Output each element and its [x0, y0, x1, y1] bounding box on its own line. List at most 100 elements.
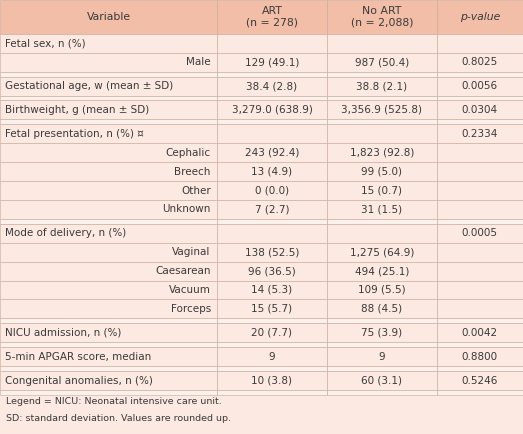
Bar: [217, 143, 327, 162]
Bar: [217, 243, 327, 262]
Text: Male: Male: [186, 57, 211, 67]
Bar: [217, 371, 327, 390]
Bar: [0, 0, 217, 34]
Bar: [327, 224, 437, 243]
Text: 0.0042: 0.0042: [462, 328, 498, 338]
Text: Mode of delivery, n (%): Mode of delivery, n (%): [5, 228, 127, 238]
Text: 88 (4.5): 88 (4.5): [361, 304, 402, 314]
Text: Congenital anomalies, n (%): Congenital anomalies, n (%): [5, 375, 153, 385]
Text: 0.5246: 0.5246: [462, 375, 498, 385]
Text: Vaginal: Vaginal: [173, 247, 211, 257]
Bar: [327, 366, 437, 371]
Bar: [217, 34, 327, 53]
Bar: [437, 224, 523, 243]
Text: 109 (5.5): 109 (5.5): [358, 285, 406, 295]
Bar: [0, 347, 217, 366]
Bar: [437, 53, 523, 72]
Bar: [217, 319, 327, 323]
Bar: [437, 390, 523, 395]
Bar: [0, 323, 217, 342]
Bar: [0, 95, 217, 101]
Text: 1,823 (92.8): 1,823 (92.8): [349, 148, 414, 158]
Text: 0 (0.0): 0 (0.0): [255, 185, 289, 195]
Bar: [0, 181, 217, 200]
Text: Caesarean: Caesarean: [155, 266, 211, 276]
Text: p-value: p-value: [460, 12, 500, 22]
Text: 243 (92.4): 243 (92.4): [245, 148, 299, 158]
Text: 15 (0.7): 15 (0.7): [361, 185, 402, 195]
Bar: [217, 347, 327, 366]
Bar: [217, 280, 327, 299]
Text: Fetal sex, n (%): Fetal sex, n (%): [5, 38, 86, 48]
Bar: [327, 95, 437, 101]
Text: 0.2334: 0.2334: [462, 129, 498, 139]
Text: Gestational age, w (mean ± SD): Gestational age, w (mean ± SD): [5, 81, 174, 91]
Bar: [437, 101, 523, 119]
Bar: [437, 76, 523, 95]
Text: 99 (5.0): 99 (5.0): [361, 167, 402, 177]
Bar: [437, 125, 523, 143]
Text: No ART
(n = 2,088): No ART (n = 2,088): [350, 6, 413, 28]
Bar: [217, 342, 327, 347]
Text: Breech: Breech: [174, 167, 211, 177]
Bar: [327, 371, 437, 390]
Bar: [437, 319, 523, 323]
Bar: [217, 0, 327, 34]
Bar: [437, 219, 523, 224]
Text: 75 (3.9): 75 (3.9): [361, 328, 402, 338]
Bar: [437, 72, 523, 76]
Bar: [0, 262, 217, 280]
Bar: [327, 319, 437, 323]
Bar: [0, 119, 217, 125]
Text: 129 (49.1): 129 (49.1): [245, 57, 299, 67]
Bar: [327, 34, 437, 53]
Text: 15 (5.7): 15 (5.7): [252, 304, 292, 314]
Bar: [327, 347, 437, 366]
Text: 9: 9: [269, 352, 275, 362]
Bar: [437, 243, 523, 262]
Text: Fetal presentation, n (%) ¤: Fetal presentation, n (%) ¤: [5, 129, 144, 139]
Bar: [217, 162, 327, 181]
Text: Cephalic: Cephalic: [166, 148, 211, 158]
Bar: [327, 143, 437, 162]
Text: 14 (5.3): 14 (5.3): [252, 285, 292, 295]
Bar: [0, 224, 217, 243]
Bar: [0, 366, 217, 371]
Text: 13 (4.9): 13 (4.9): [252, 167, 292, 177]
Bar: [437, 162, 523, 181]
Bar: [327, 76, 437, 95]
Text: 3,356.9 (525.8): 3,356.9 (525.8): [342, 105, 422, 115]
Text: 7 (2.7): 7 (2.7): [255, 204, 289, 214]
Bar: [327, 280, 437, 299]
Text: Vacuum: Vacuum: [169, 285, 211, 295]
Bar: [437, 347, 523, 366]
Bar: [217, 224, 327, 243]
Bar: [0, 219, 217, 224]
Bar: [0, 299, 217, 319]
Text: 38.8 (2.1): 38.8 (2.1): [356, 81, 407, 91]
Bar: [217, 390, 327, 395]
Bar: [327, 243, 437, 262]
Bar: [217, 53, 327, 72]
Text: 9: 9: [379, 352, 385, 362]
Text: 0.8025: 0.8025: [462, 57, 498, 67]
Bar: [0, 319, 217, 323]
Bar: [0, 34, 217, 53]
Bar: [217, 101, 327, 119]
Bar: [0, 125, 217, 143]
Bar: [327, 323, 437, 342]
Bar: [0, 162, 217, 181]
Bar: [327, 119, 437, 125]
Bar: [437, 200, 523, 219]
Bar: [327, 72, 437, 76]
Bar: [327, 390, 437, 395]
Bar: [0, 143, 217, 162]
Bar: [327, 219, 437, 224]
Bar: [217, 262, 327, 280]
Bar: [217, 125, 327, 143]
Bar: [0, 243, 217, 262]
Text: 987 (50.4): 987 (50.4): [355, 57, 409, 67]
Text: 10 (3.8): 10 (3.8): [252, 375, 292, 385]
Bar: [327, 342, 437, 347]
Bar: [437, 280, 523, 299]
